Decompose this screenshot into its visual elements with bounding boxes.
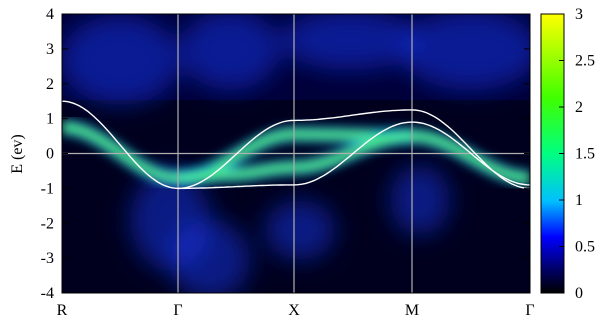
band-line (293, 109, 412, 122)
x-tick-label: X (288, 302, 300, 319)
band-glow-inner (177, 132, 413, 182)
y-tick-label: 2 (46, 76, 54, 93)
spectral-haze-blob (400, 14, 530, 90)
spectral-haze-blob (180, 14, 280, 90)
y-tick-label: 4 (46, 6, 54, 23)
spectral-band-glow (62, 119, 530, 186)
y-tick-label: -4 (41, 285, 54, 302)
x-tick-label: R (57, 302, 68, 319)
y-tick-label: -3 (41, 250, 54, 267)
spectral-haze-blob (390, 165, 450, 235)
colorbar-tick-label: 2 (575, 99, 583, 116)
y-axis-ticks: -4 -3 -2 -1 0 1 2 3 4 (41, 6, 530, 302)
y-tick-label: -1 (41, 180, 54, 197)
grid-lines (62, 14, 530, 293)
colorbar-ticks: 0 0.5 1 1.5 2 2.5 3 (559, 6, 595, 302)
spectral-haze-blob (170, 220, 250, 293)
x-tick-label: M (405, 302, 419, 319)
spectral-haze (62, 14, 530, 293)
spectral-haze-blob (280, 14, 420, 70)
colorbar-tick-label: 0.5 (575, 239, 595, 256)
band-line (178, 184, 294, 190)
y-tick-label: 3 (46, 41, 54, 58)
colorbar-tick-label: 0 (575, 285, 583, 302)
colorbar-tick-label: 3 (575, 6, 583, 23)
plot-area (62, 14, 530, 293)
band-line (411, 121, 530, 186)
band-line (62, 100, 179, 190)
y-tick-label: 0 (46, 146, 54, 163)
colorbar-tick-label: 1 (575, 192, 583, 209)
band-lines (62, 100, 530, 190)
colorbar: 0 0.5 1 1.5 2 2.5 3 (540, 6, 595, 302)
band-glow-inner (62, 123, 530, 182)
band-line (293, 121, 413, 186)
colorbar-tick-label: 2.5 (575, 53, 595, 70)
spectral-haze-blob (265, 200, 335, 260)
x-tick-label: Γ (525, 302, 534, 319)
band-line (177, 119, 295, 190)
colorbar-tick-label: 1.5 (575, 146, 595, 163)
x-tick-label: Γ (173, 302, 182, 319)
spectral-haze-blob (62, 15, 180, 105)
band-line (411, 109, 530, 190)
y-axis-label: E (ev) (9, 134, 26, 174)
y-tick-label: -2 (41, 215, 54, 232)
y-tick-label: 1 (46, 111, 54, 128)
